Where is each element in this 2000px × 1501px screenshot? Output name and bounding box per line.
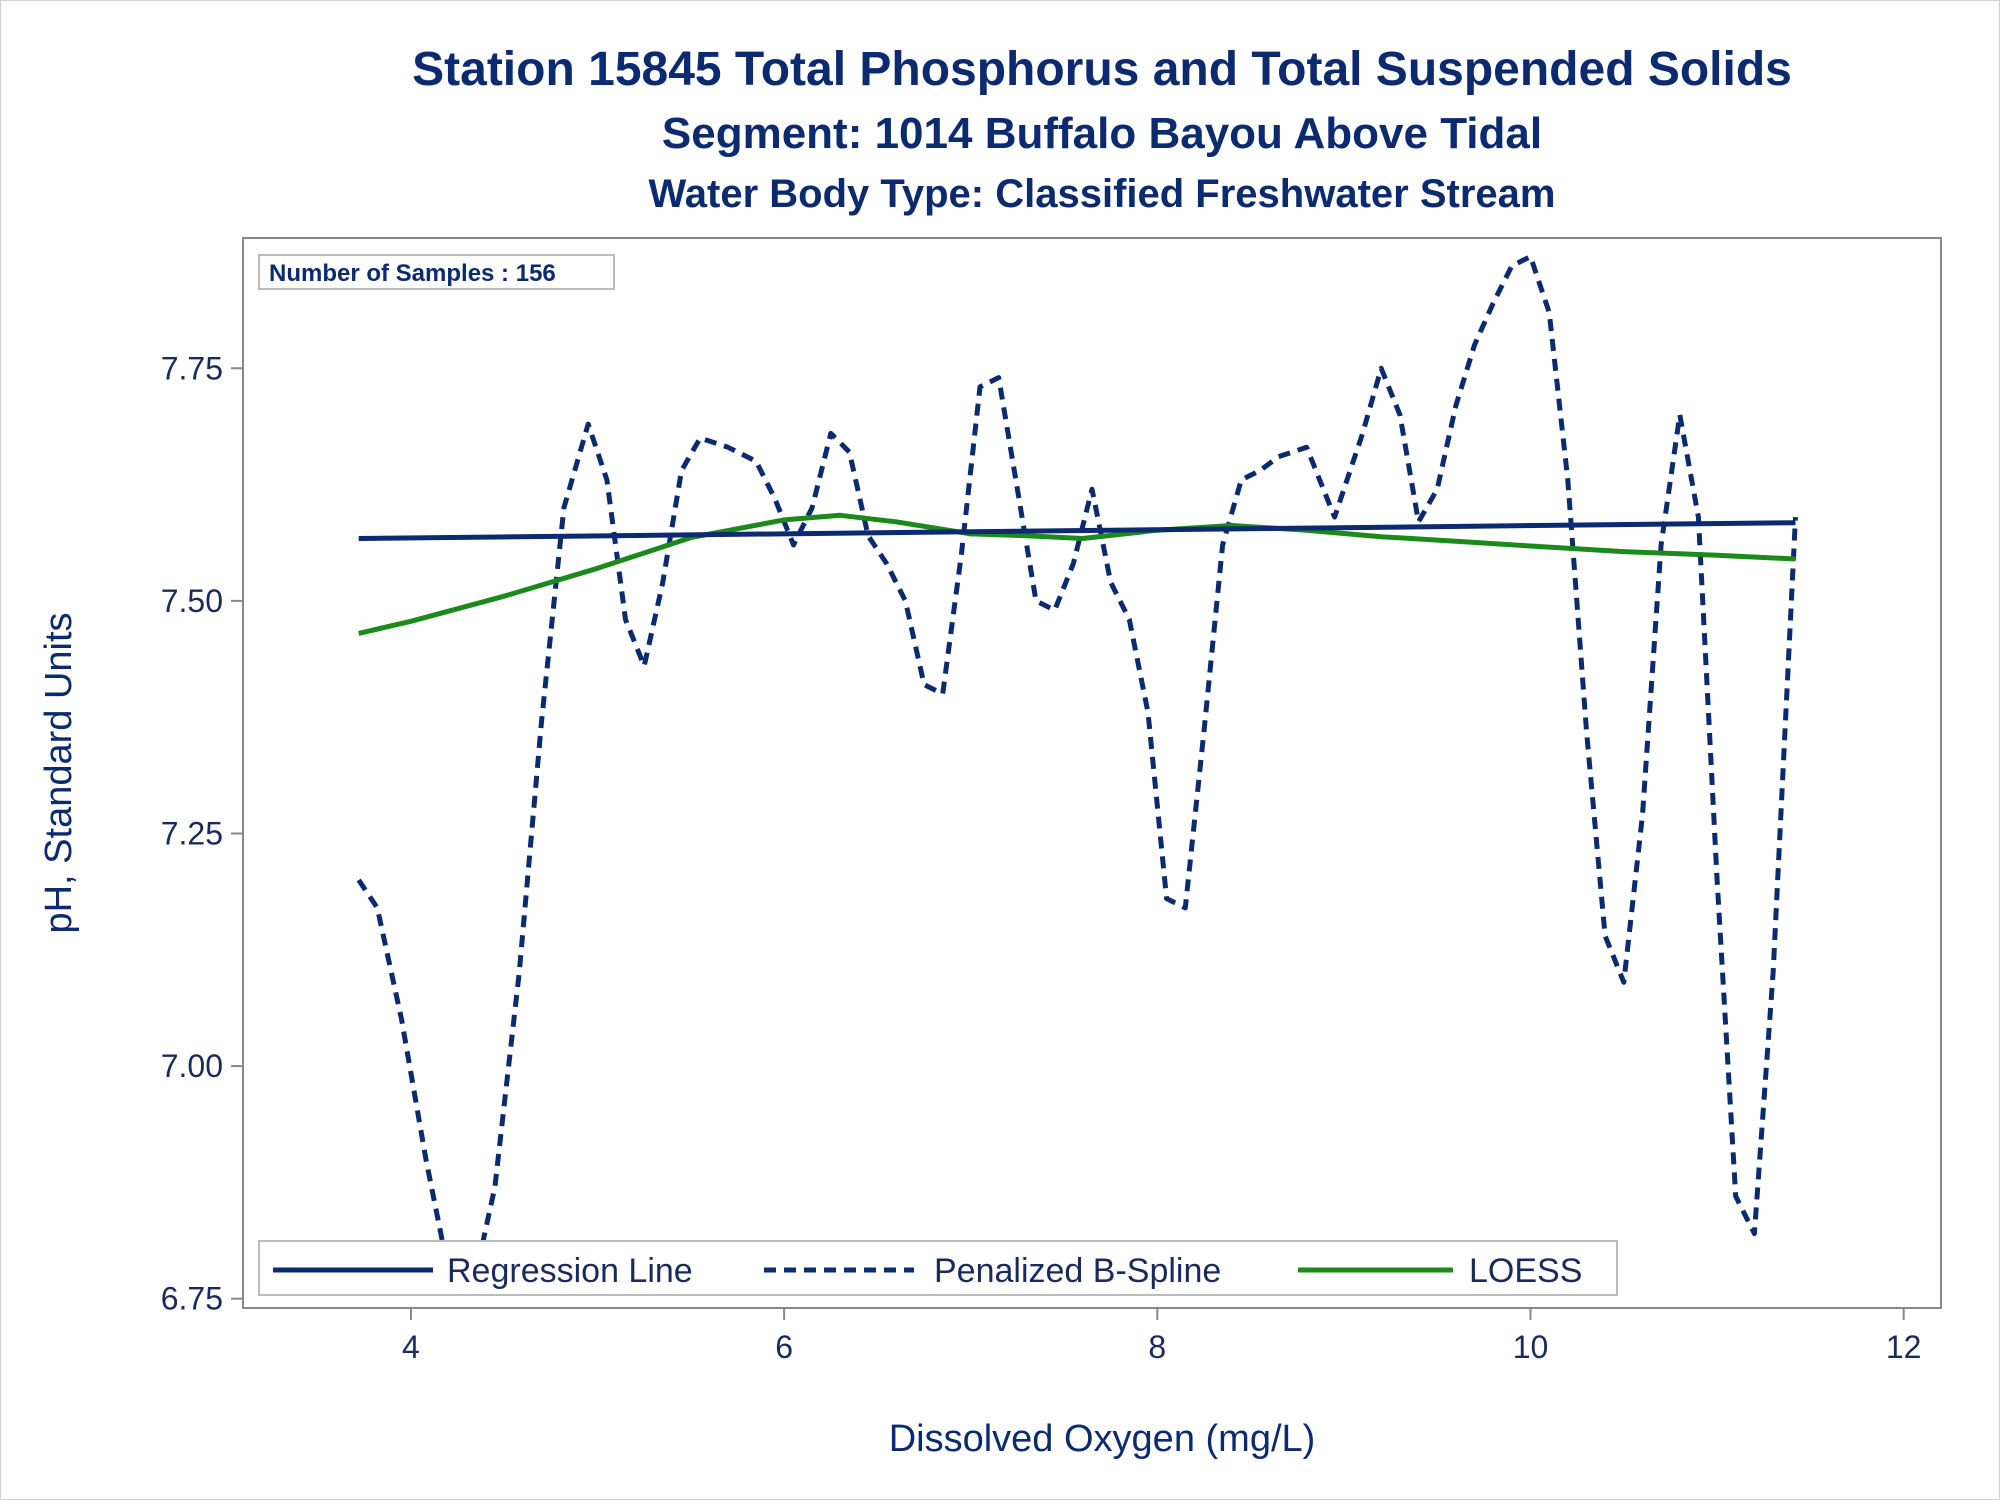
x-tick-label: 8 (1148, 1329, 1166, 1365)
legend-label-loess: LOESS (1469, 1252, 1582, 1290)
legend-label-regression: Regression Line (447, 1252, 693, 1290)
chart-subtitle-2: Water Body Type: Classified Freshwater S… (649, 172, 1556, 216)
y-tick-label: 7.75 (161, 350, 223, 386)
loess-line (358, 512, 1796, 636)
y-tick-label: 6.75 (161, 1281, 223, 1317)
penalized-b-spline-line (356, 254, 1798, 1292)
y-axis: 6.75 7.00 7.25 7.50 7.75 (161, 350, 243, 1317)
chart-subtitle: Segment: 1014 Buffalo Bayou Above Tidal (662, 109, 1542, 158)
legend: Regression Line Penalized B-Spline LOESS (258, 1240, 1618, 1296)
x-axis: 4 6 8 10 12 (402, 1308, 1921, 1365)
x-tick-label: 12 (1886, 1329, 1922, 1365)
y-tick-label: 7.50 (161, 583, 223, 619)
inset-box (258, 254, 615, 290)
y-tick-label: 7.25 (161, 815, 223, 851)
y-tick-label: 7.00 (161, 1048, 223, 1084)
chart-title: Station 15845 Total Phosphorus and Total… (412, 43, 1792, 96)
x-tick-label: 4 (402, 1329, 420, 1365)
sample-count-text: Number of Samples : 156 (269, 260, 556, 287)
plot-area (242, 237, 1942, 1309)
sample-count-inset: Number of Samples : 156 (258, 254, 615, 290)
x-tick-label: 6 (775, 1329, 793, 1365)
regression-line (358, 520, 1796, 541)
y-axis-label: pH, Standard Units (38, 612, 80, 933)
x-axis-label: Dissolved Oxygen (mg/L) (889, 1418, 1316, 1460)
x-tick-label: 10 (1513, 1329, 1549, 1365)
legend-label-spline: Penalized B-Spline (934, 1252, 1221, 1290)
series-layer (356, 254, 1798, 1292)
